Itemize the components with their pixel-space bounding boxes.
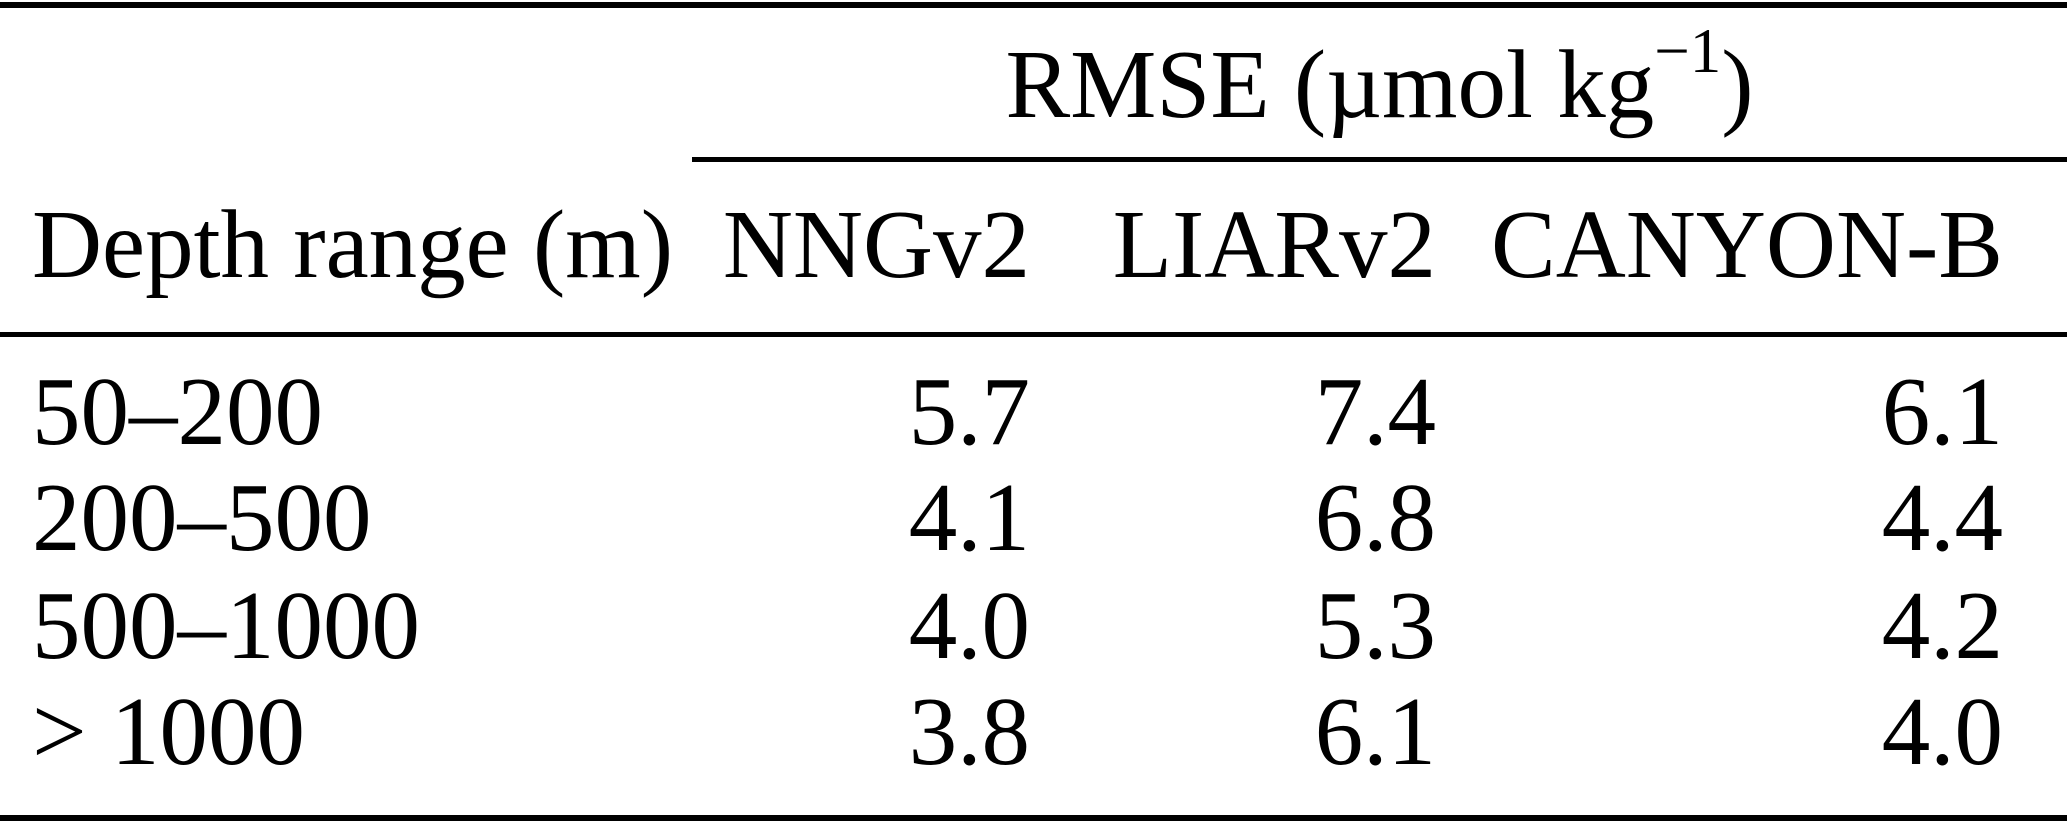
table-top-rule bbox=[0, 2, 2067, 8]
cell-nngv2: 4.0 bbox=[908, 572, 1030, 679]
spanner-header-rmse: RMSE (µmol kg−1) bbox=[692, 16, 2067, 146]
header-separator-rule bbox=[0, 332, 2067, 337]
spanner-unit-prefix: RMSE (µmol kg bbox=[1005, 31, 1655, 138]
cell-nngv2: 5.7 bbox=[908, 358, 1030, 465]
cell-liarv2: 5.3 bbox=[1314, 572, 1436, 679]
col-header-depth-range: Depth range (m) bbox=[32, 191, 674, 298]
cell-depth-range: 500–1000 bbox=[32, 572, 420, 679]
cell-canyon-b: 6.1 bbox=[1881, 358, 2003, 465]
cell-canyon-b: 4.2 bbox=[1881, 572, 2003, 679]
table-row: > 1000 3.8 6.1 4.0 bbox=[0, 682, 2067, 782]
cell-nngv2: 3.8 bbox=[908, 678, 1030, 785]
table-bottom-rule bbox=[0, 815, 2067, 821]
cell-canyon-b: 4.4 bbox=[1881, 464, 2003, 571]
col-header-nngv2: NNGv2 bbox=[722, 191, 1030, 298]
spanner-unit-suffix: ) bbox=[1721, 31, 1754, 138]
cell-liarv2: 6.1 bbox=[1314, 678, 1436, 785]
table-row: 50–200 5.7 7.4 6.1 bbox=[0, 362, 2067, 462]
cell-depth-range: > 1000 bbox=[32, 678, 305, 785]
table-row: 200–500 4.1 6.8 4.4 bbox=[0, 468, 2067, 568]
table-header-row: Depth range (m) NNGv2 LIARv2 CANYON-B bbox=[0, 195, 2067, 295]
table-row: 500–1000 4.0 5.3 4.2 bbox=[0, 576, 2067, 676]
cell-liarv2: 7.4 bbox=[1314, 358, 1436, 465]
cell-depth-range: 200–500 bbox=[32, 464, 372, 571]
cell-liarv2: 6.8 bbox=[1314, 464, 1436, 571]
col-header-canyon-b: CANYON-B bbox=[1491, 191, 2003, 298]
spanner-superscript-exponent: −1 bbox=[1654, 16, 1722, 86]
spanner-underline-rule bbox=[692, 157, 2067, 162]
cell-nngv2: 4.1 bbox=[908, 464, 1030, 571]
cell-depth-range: 50–200 bbox=[32, 358, 323, 465]
col-header-liarv2: LIARv2 bbox=[1112, 191, 1436, 298]
cell-canyon-b: 4.0 bbox=[1881, 678, 2003, 785]
